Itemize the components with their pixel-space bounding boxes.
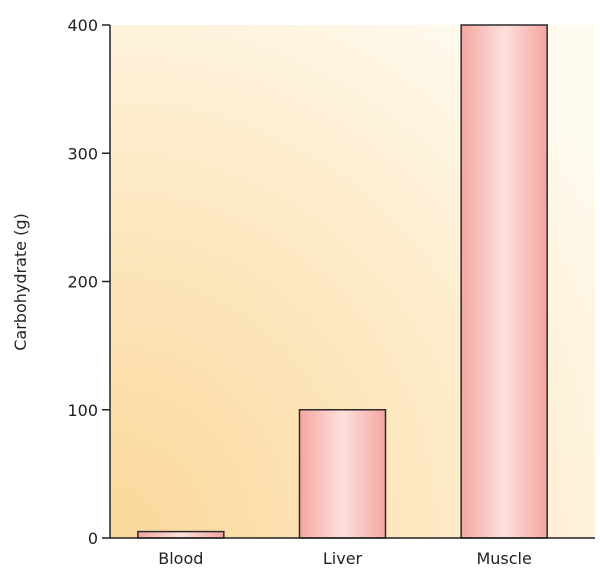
y-tick-label: 200: [67, 273, 98, 292]
bar-blood: [137, 530, 225, 539]
y-axis-label: Carbohydrate (g): [11, 213, 30, 351]
bar-liver: [298, 409, 387, 539]
x-ticks-group: Blood Liver Muscle: [158, 549, 532, 568]
bar-muscle: [460, 24, 548, 539]
y-tick-label: 300: [67, 144, 98, 163]
y-ticks-group: 0 100 200 300 400: [67, 16, 110, 548]
y-tick-label: 0: [88, 529, 98, 548]
x-tick-label-blood: Blood: [158, 549, 203, 568]
y-tick-label: 400: [67, 16, 98, 35]
x-tick-label-muscle: Muscle: [476, 549, 531, 568]
bars-group: [137, 24, 548, 539]
y-tick-label: 100: [67, 401, 98, 420]
x-tick-label-liver: Liver: [323, 549, 363, 568]
